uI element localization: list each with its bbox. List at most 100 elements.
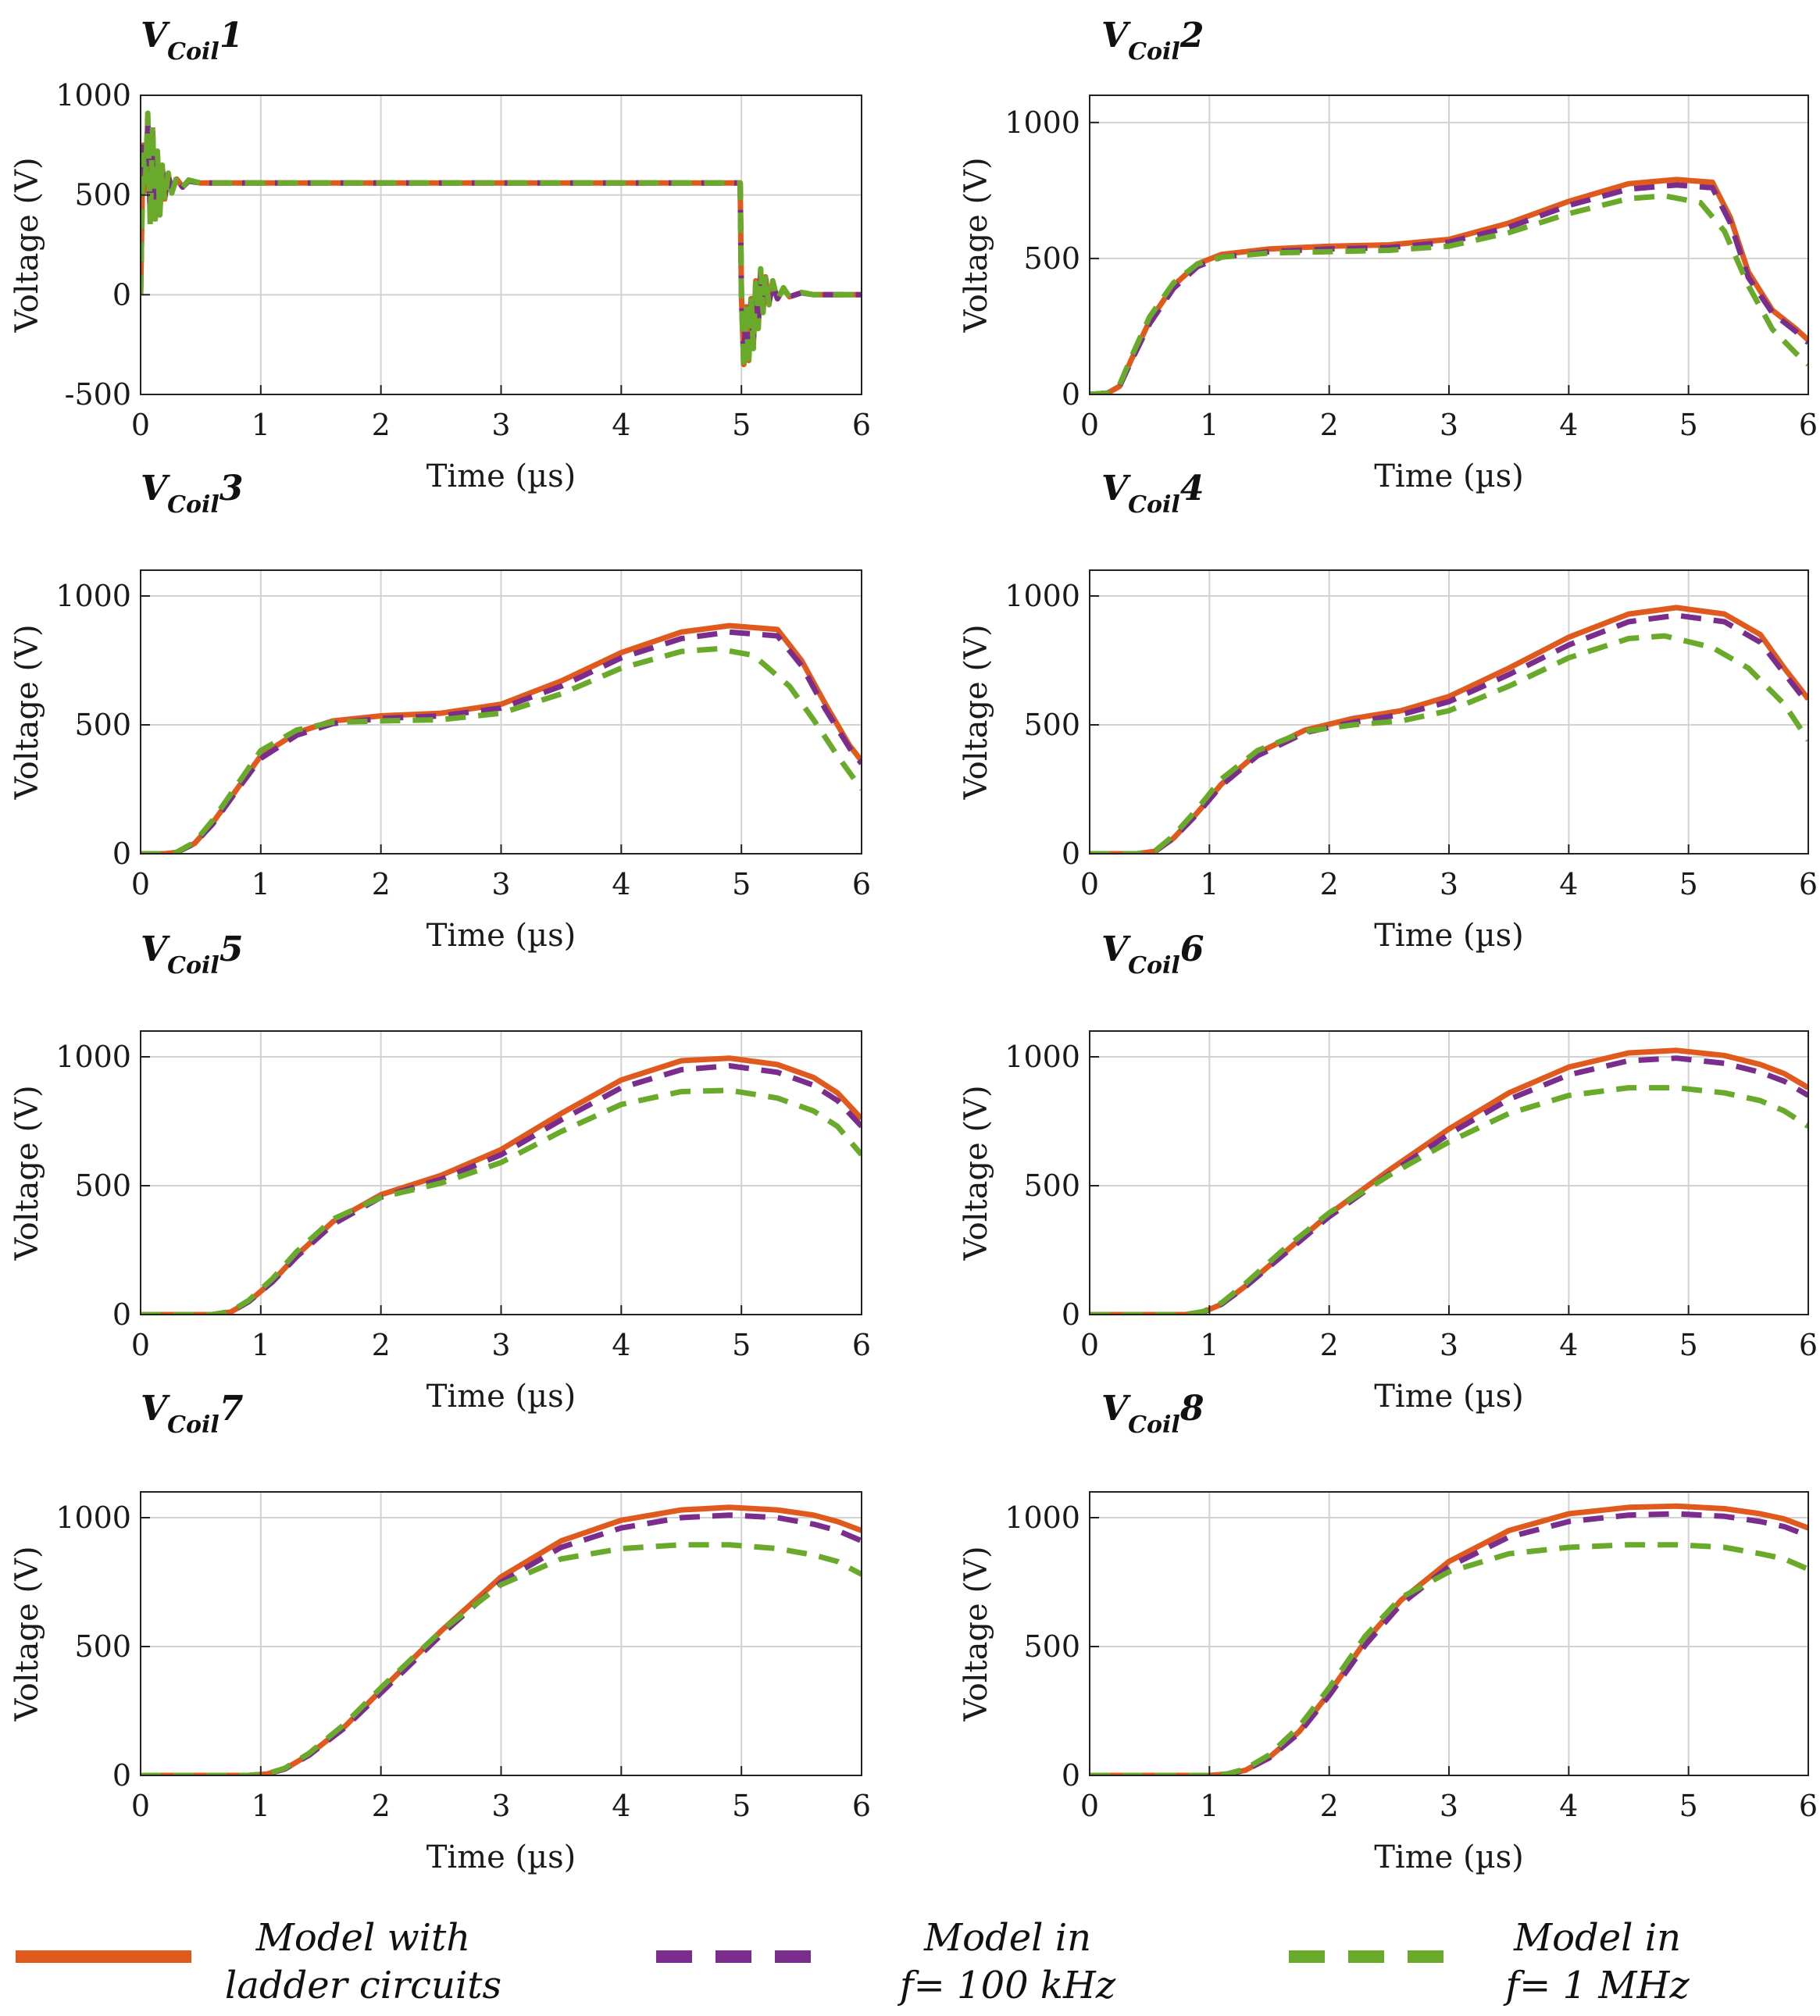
x-tick-label: 3 bbox=[491, 1328, 510, 1362]
x-tick-label: 1 bbox=[252, 408, 270, 442]
x-tick-label: 6 bbox=[852, 867, 871, 901]
x-tick-label: 0 bbox=[1080, 867, 1099, 901]
series-line-f1mhz bbox=[141, 1542, 862, 1775]
x-axis-label: Time (µs) bbox=[1374, 918, 1524, 954]
panel-title: VCoil7 bbox=[141, 1389, 244, 1439]
x-tick-label: 0 bbox=[1080, 408, 1099, 442]
title-main: V bbox=[141, 930, 170, 969]
title-number: 3 bbox=[219, 469, 244, 508]
x-tick-label: 5 bbox=[1679, 1789, 1698, 1823]
x-axis-label: Time (µs) bbox=[426, 1839, 576, 1875]
y-tick-label: 1000 bbox=[1005, 1040, 1080, 1074]
x-tick-label: 2 bbox=[372, 1328, 391, 1362]
title-subscript: Coil bbox=[167, 38, 219, 66]
y-tick-label: 1000 bbox=[1005, 1500, 1080, 1535]
y-tick-label: 500 bbox=[1023, 1169, 1080, 1203]
title-number: 8 bbox=[1179, 1389, 1204, 1429]
y-axis-label: Voltage (V) bbox=[958, 624, 994, 800]
panel-title: VCoil2 bbox=[1101, 16, 1204, 66]
title-number: 1 bbox=[219, 16, 244, 55]
series-line-f100khz bbox=[141, 629, 862, 854]
series-line-f1mhz bbox=[141, 646, 862, 854]
x-tick-label: 5 bbox=[1679, 1328, 1698, 1362]
series-group bbox=[141, 1504, 862, 1775]
panel-title: VCoil6 bbox=[1101, 930, 1204, 979]
title-number: 6 bbox=[1180, 930, 1204, 969]
x-tick-label: 0 bbox=[1080, 1789, 1099, 1823]
y-tick-label: 1000 bbox=[1005, 579, 1080, 613]
x-axis-label: Time (µs) bbox=[426, 1379, 576, 1415]
x-tick-label: 1 bbox=[252, 1328, 270, 1362]
x-tick-label: 4 bbox=[1559, 408, 1578, 442]
series-line-f1mhz bbox=[1090, 1542, 1808, 1775]
title-number: 7 bbox=[219, 1389, 244, 1429]
legend-label-line2: f= 100 kHz bbox=[898, 1964, 1116, 2007]
y-axis-label: Voltage (V) bbox=[9, 1085, 45, 1261]
x-tick-label: 6 bbox=[852, 408, 871, 442]
x-tick-label: 1 bbox=[252, 1789, 270, 1823]
title-main: V bbox=[1101, 469, 1131, 508]
x-tick-label: 3 bbox=[491, 867, 510, 901]
y-tick-label: 0 bbox=[112, 1297, 131, 1332]
x-axis-label: Time (µs) bbox=[1374, 459, 1524, 494]
x-tick-label: 0 bbox=[131, 867, 150, 901]
x-tick-label: 0 bbox=[131, 1789, 150, 1823]
series-line-f100khz bbox=[1090, 1055, 1808, 1315]
series-line-ladder bbox=[141, 623, 862, 854]
x-tick-label: 3 bbox=[491, 1789, 510, 1823]
series-line-ladder bbox=[1090, 1503, 1808, 1775]
x-tick-label: 6 bbox=[1799, 867, 1818, 901]
panel-title: VCoil5 bbox=[141, 930, 243, 979]
y-axis-label: Voltage (V) bbox=[958, 1546, 994, 1722]
legend-label-line1: Model with bbox=[255, 1916, 470, 1960]
y-tick-label: 0 bbox=[112, 837, 131, 871]
x-tick-label: 2 bbox=[372, 408, 391, 442]
series-line-ladder bbox=[1090, 605, 1808, 854]
legend-label-line2: f= 1 MHz bbox=[1503, 1964, 1690, 2007]
y-tick-label: 1000 bbox=[55, 78, 131, 112]
title-number: 4 bbox=[1180, 469, 1204, 508]
y-tick-label: 1000 bbox=[55, 1040, 131, 1074]
x-tick-label: 2 bbox=[1320, 1789, 1339, 1823]
series-group bbox=[141, 1055, 862, 1315]
series-group bbox=[141, 110, 862, 373]
chart-panel-7: 0 1 2 3 4 5 6 0 500 1000 Time (µs) Voltage (V) VCoil… bbox=[9, 1389, 871, 1875]
y-tick-label: 500 bbox=[74, 178, 131, 212]
title-subscript: Coil bbox=[1128, 1411, 1180, 1439]
y-tick-label: 1000 bbox=[55, 579, 131, 613]
x-tick-label: 4 bbox=[612, 867, 630, 901]
y-axis-label: Voltage (V) bbox=[9, 1546, 45, 1722]
x-axis-label: Time (µs) bbox=[1374, 1379, 1524, 1415]
x-tick-label: 2 bbox=[372, 1789, 391, 1823]
x-tick-label: 4 bbox=[1559, 1789, 1578, 1823]
title-subscript: Coil bbox=[167, 491, 219, 519]
x-tick-label: 3 bbox=[1440, 1789, 1458, 1823]
x-tick-label: 3 bbox=[1440, 408, 1458, 442]
series-group bbox=[141, 623, 862, 854]
x-tick-label: 0 bbox=[1080, 1328, 1099, 1362]
chart-panel-5: 0 1 2 3 4 5 6 0 500 1000 Time (µs) Voltage (V) VCoil… bbox=[9, 930, 871, 1415]
y-tick-label: 500 bbox=[74, 1629, 131, 1664]
x-tick-label: 2 bbox=[1320, 867, 1339, 901]
y-tick-label: 500 bbox=[1023, 708, 1080, 742]
y-tick-label: 0 bbox=[1062, 1297, 1080, 1332]
x-tick-label: 6 bbox=[852, 1789, 871, 1823]
series-line-f100khz bbox=[1090, 1511, 1808, 1775]
x-tick-label: 0 bbox=[131, 408, 150, 442]
x-tick-label: 2 bbox=[372, 867, 391, 901]
y-tick-label: 500 bbox=[74, 708, 131, 742]
x-tick-label: 5 bbox=[732, 1789, 751, 1823]
chart-panel-2: 0 1 2 3 4 5 6 0 500 1000 Time (µs) Voltage (V) VCoil… bbox=[958, 16, 1818, 494]
y-tick-label: 1000 bbox=[55, 1500, 131, 1535]
x-tick-label: 4 bbox=[612, 1789, 630, 1823]
y-axis-label: Voltage (V) bbox=[9, 157, 45, 333]
x-tick-label: 1 bbox=[252, 867, 270, 901]
title-main: V bbox=[141, 1389, 170, 1429]
chart-panel-4: 0 1 2 3 4 5 6 0 500 1000 Time (µs) Voltage (V) VCoil… bbox=[958, 469, 1818, 954]
series-group bbox=[1090, 1047, 1808, 1315]
series-line-f1mhz bbox=[141, 1087, 862, 1315]
x-tick-label: 4 bbox=[1559, 1328, 1578, 1362]
chart-panel-6: 0 1 2 3 4 5 6 0 500 1000 Time (µs) Voltage (V) VCoil… bbox=[958, 930, 1818, 1415]
